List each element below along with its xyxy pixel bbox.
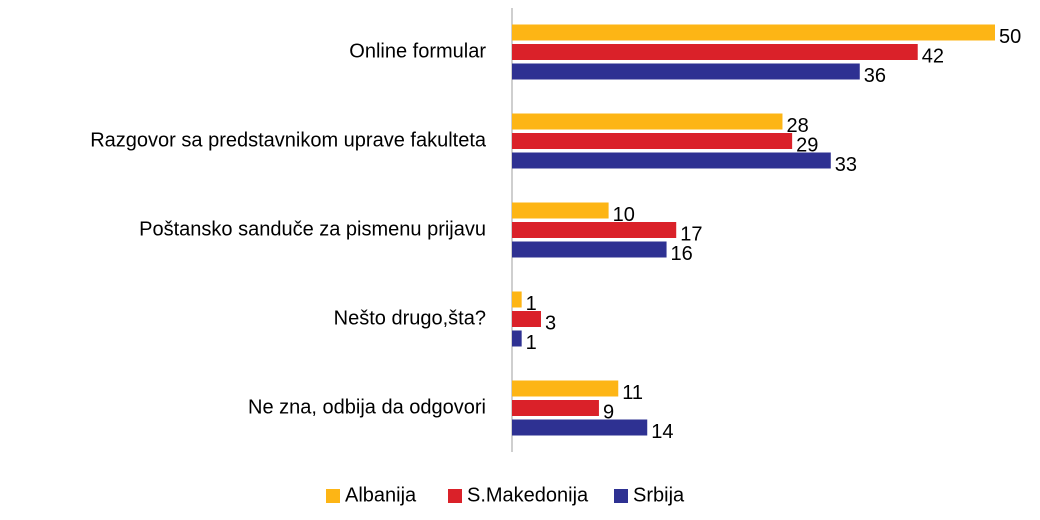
value-label: 9 [603, 401, 614, 423]
bar [512, 380, 619, 397]
bar [512, 113, 783, 130]
bar [512, 152, 831, 169]
bar [512, 202, 609, 219]
value-label: 17 [680, 223, 702, 245]
value-label: 33 [835, 154, 857, 176]
value-label: 3 [545, 312, 556, 334]
category-label: Online formular [349, 40, 486, 62]
value-label: 36 [864, 65, 886, 87]
category-label: Razgovor sa predstavnikom uprave fakulte… [90, 129, 487, 151]
bar [512, 241, 667, 258]
legend-label: Albanija [345, 484, 417, 506]
bar [512, 400, 599, 416]
value-label: 1 [526, 332, 537, 354]
value-label: 28 [786, 115, 808, 137]
category-label: Nešto drugo,šta? [334, 307, 486, 329]
value-label: 16 [671, 243, 693, 265]
value-label: 42 [922, 45, 944, 67]
value-label: 10 [613, 204, 635, 226]
category-label: Poštansko sanduče za pismenu prijavu [139, 218, 486, 240]
legend-swatch [326, 489, 340, 503]
bar [512, 133, 793, 149]
bar [512, 63, 860, 80]
legend-label: S.Makedonija [467, 484, 589, 506]
bar [512, 24, 995, 41]
category-label: Ne zna, odbija da odgovori [248, 396, 486, 418]
value-label: 50 [999, 26, 1021, 48]
bar [512, 419, 648, 436]
bar [512, 222, 677, 238]
value-label: 11 [622, 382, 643, 404]
legend-label: Srbija [633, 484, 685, 506]
bar [512, 44, 918, 60]
bar [512, 291, 522, 308]
value-label: 1 [526, 293, 537, 315]
legend-swatch [448, 489, 462, 503]
legend-swatch [614, 489, 628, 503]
value-label: 14 [651, 421, 673, 443]
bar [512, 311, 541, 327]
value-label: 29 [796, 134, 818, 156]
bar [512, 330, 522, 347]
